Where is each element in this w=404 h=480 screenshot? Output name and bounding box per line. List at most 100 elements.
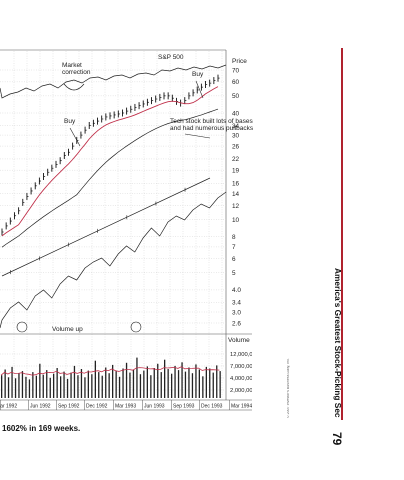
buy-arrow-left bbox=[69, 127, 81, 147]
volume-bar bbox=[139, 374, 142, 398]
volume-bar bbox=[1, 375, 3, 398]
copyright-text: © 2007 Investor's Business Daily, Inc. bbox=[287, 358, 290, 418]
volume-bar bbox=[115, 371, 117, 398]
volume-average-line bbox=[0, 366, 220, 376]
market-correction-arc bbox=[63, 83, 85, 91]
volume-bar bbox=[42, 374, 44, 398]
price-tick-label: 14 bbox=[232, 191, 240, 198]
volume-bar bbox=[164, 359, 166, 398]
volume-bar bbox=[136, 357, 138, 398]
volume-bar bbox=[171, 373, 173, 398]
price-tick-label: 5 bbox=[232, 270, 236, 277]
volume-bar bbox=[21, 371, 24, 398]
volume-tick-label: 7,000,000 bbox=[230, 364, 252, 370]
volume-bar bbox=[177, 370, 180, 398]
tech-note-arrow bbox=[184, 133, 211, 139]
volume-bar bbox=[46, 370, 48, 398]
volume-bar bbox=[146, 366, 148, 398]
price-axis-title: Price bbox=[232, 58, 247, 65]
volume-bar bbox=[39, 363, 41, 398]
sp500-line bbox=[0, 64, 227, 99]
volume-bar bbox=[84, 377, 86, 398]
volume-bar bbox=[25, 376, 27, 398]
volume-bar bbox=[63, 371, 65, 398]
volume-bar bbox=[80, 369, 83, 398]
chart-svg: 70 60 50 40 34 30 26 22 19 16 14 12 10 8 7 6 5 4.0 3.4 3.0 2… bbox=[0, 49, 252, 411]
volume-bar bbox=[150, 375, 152, 398]
volume-bar bbox=[28, 379, 31, 398]
volume-bar bbox=[91, 374, 93, 398]
volume-bars bbox=[0, 357, 221, 398]
stock-chart: 70 60 50 40 34 30 26 22 19 16 14 12 10 8 7 6 5 4.0 3.4 3.0 2… bbox=[0, 48, 254, 412]
price-tick-label: 70 bbox=[232, 67, 240, 74]
volume-bar bbox=[94, 360, 96, 398]
price-tick-label: 3.0 bbox=[232, 309, 241, 316]
axis-ticks: 70 60 50 40 34 30 26 22 19 16 14 12 10 8 7 6 5 4.0 3.4 3.0 2… bbox=[0, 67, 252, 410]
copyright-line: © 2007 Investor's Business Daily, Inc. bbox=[286, 320, 295, 420]
x-tick-label: Dec 1992 bbox=[86, 404, 108, 410]
price-tick-label: 4.0 bbox=[232, 287, 241, 294]
buy-label-top: Buy bbox=[192, 71, 204, 78]
volume-bar bbox=[195, 364, 197, 398]
moving-average-black bbox=[1, 108, 219, 248]
sp500-label: S&P 500 bbox=[158, 54, 184, 61]
tech-stock-note: Tech stock built lots of bases and had n… bbox=[170, 118, 254, 132]
red-rule bbox=[341, 48, 343, 420]
volume-bar bbox=[132, 369, 135, 398]
price-tick-label: 2.6 bbox=[232, 320, 241, 327]
earnings-marker-circle bbox=[16, 321, 28, 333]
volume-bar bbox=[191, 373, 194, 398]
price-tick-label: 40 bbox=[232, 110, 240, 117]
volume-bar bbox=[181, 362, 183, 398]
buy-label-left: Buy bbox=[64, 118, 76, 125]
price-tick-label: 16 bbox=[232, 181, 240, 188]
price-tick-label: 22 bbox=[232, 156, 240, 163]
volume-bar bbox=[70, 372, 72, 398]
x-tick-label: Dec 1993 bbox=[201, 404, 223, 410]
volume-bar bbox=[174, 365, 176, 398]
volume-bar bbox=[125, 362, 128, 398]
volume-bar bbox=[143, 370, 145, 398]
volume-bar bbox=[212, 372, 214, 398]
volume-tick-label: 12,000,000 bbox=[230, 352, 252, 358]
volume-bar bbox=[60, 376, 62, 398]
volume-bar bbox=[129, 372, 131, 398]
volume-bar bbox=[18, 373, 20, 398]
book-title: America's Greatest Stock-Picking Secrets bbox=[333, 268, 343, 418]
chart-grid bbox=[0, 49, 252, 411]
x-tick-label: Mar 1992 bbox=[0, 404, 17, 410]
volume-bar bbox=[198, 369, 200, 398]
x-tick-label: Jun 1993 bbox=[144, 404, 165, 410]
volume-bar bbox=[98, 372, 100, 398]
price-lines bbox=[0, 64, 227, 329]
volume-bar bbox=[49, 377, 51, 398]
running-head: America's Greatest Stock-Picking Secrets bbox=[316, 268, 346, 418]
volume-bar bbox=[14, 378, 17, 398]
price-tick-label: 60 bbox=[232, 79, 240, 86]
x-tick-label: Mar 1994 bbox=[231, 404, 252, 410]
volume-bar bbox=[188, 367, 190, 398]
volume-tick-label: 2,000,000 bbox=[230, 388, 252, 394]
price-tick-label: 30 bbox=[232, 132, 240, 139]
price-tick-label: 50 bbox=[232, 93, 240, 100]
volume-bar bbox=[105, 367, 107, 398]
comparison-line bbox=[0, 191, 227, 329]
relative-strength-line bbox=[1, 177, 211, 277]
price-tick-label: 10 bbox=[232, 217, 240, 224]
volume-bar bbox=[157, 363, 159, 398]
price-tick-label: 3.4 bbox=[232, 300, 241, 307]
volume-bar bbox=[77, 375, 79, 398]
volume-tick-label: 4,000,000 bbox=[230, 376, 252, 382]
volume-bar bbox=[101, 375, 103, 398]
price-tick-label: 19 bbox=[232, 167, 240, 174]
price-tick-label: 8 bbox=[232, 234, 236, 241]
volume-bar bbox=[209, 368, 211, 398]
volume-bar bbox=[7, 377, 10, 398]
figure-caption: 1602% in 169 weeks. bbox=[2, 424, 81, 433]
volume-bar bbox=[87, 370, 89, 398]
market-correction-label: Market correction bbox=[62, 62, 91, 76]
volume-bar bbox=[4, 369, 6, 398]
buy-arrow-top bbox=[195, 80, 204, 99]
volume-bar bbox=[66, 378, 69, 398]
